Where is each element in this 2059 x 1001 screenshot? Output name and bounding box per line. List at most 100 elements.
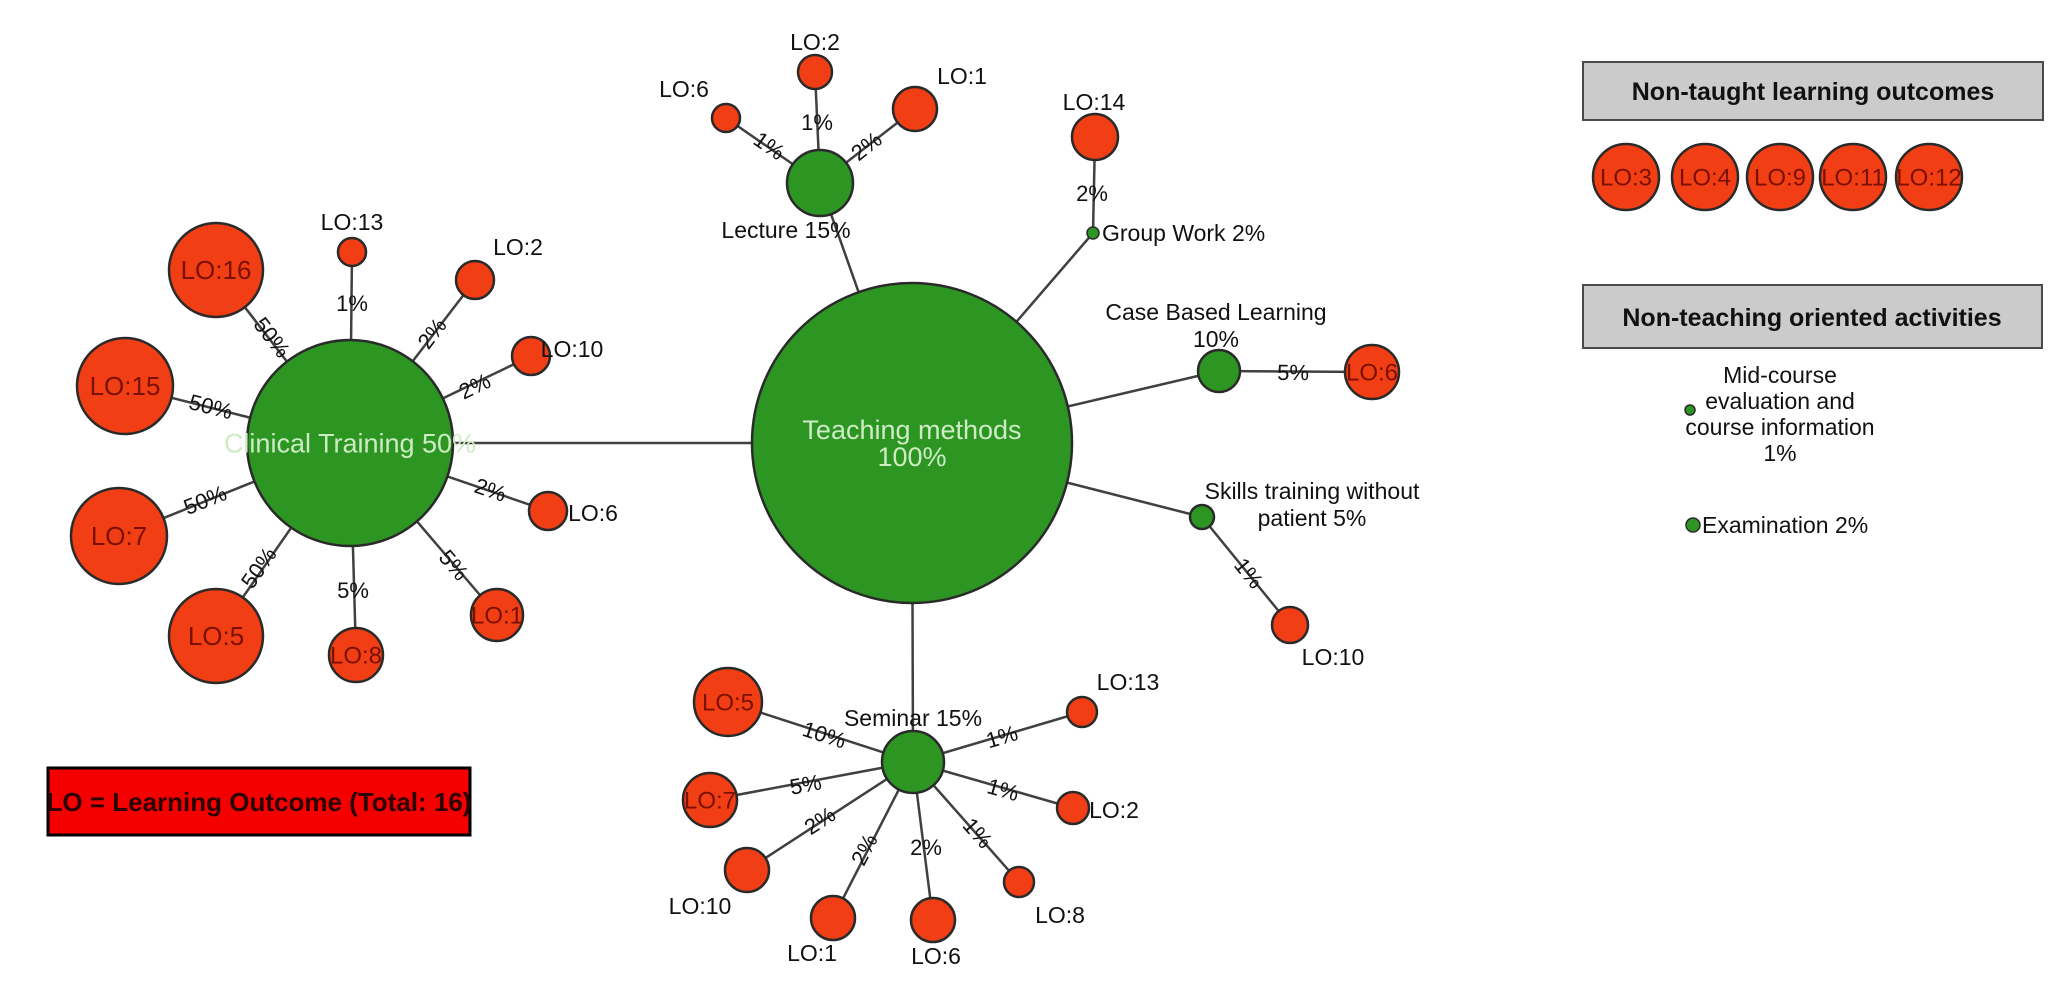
edge-weight-clinical-cl_lo13: 1% <box>336 291 368 316</box>
cl_lo1-label: LO:1 <box>471 602 523 629</box>
lec_lo2-circle <box>796 53 834 91</box>
edge-weight-groupwork-gw_lo14: 2% <box>1076 181 1108 206</box>
edge-weight-seminar-sem_lo7: 5% <box>788 769 824 799</box>
lec_lo2-label: LO:2 <box>790 29 840 55</box>
sk_lo10-label: LO:10 <box>1302 644 1365 670</box>
exam_dot-circle <box>1685 517 1701 533</box>
edge-weight-clinical-cl_lo10: 2% <box>455 368 494 404</box>
lec_lo6-circle <box>710 102 742 134</box>
edge-weight-seminar-sem_lo10: 2% <box>800 802 840 840</box>
non-taught-header-box <box>1582 61 2044 121</box>
cbl-circle <box>1196 348 1242 394</box>
cl_lo5-label: LO:5 <box>188 621 244 651</box>
edge-weight-seminar-sem_lo6: 2% <box>910 835 942 860</box>
edge-weight-clinical-cl_lo8: 5% <box>337 578 369 603</box>
sem_lo10-label: LO:10 <box>669 893 732 919</box>
non-teaching-header-box <box>1582 284 2043 349</box>
sem_lo8-label: LO:8 <box>1035 902 1085 928</box>
nt_lo12-circle <box>1894 142 1964 212</box>
sem_lo7-circle <box>681 771 739 829</box>
cl_lo13-circle <box>336 236 368 268</box>
legend-box <box>46 766 472 837</box>
midcourse-label: 1% <box>1763 440 1796 466</box>
cl_lo8-circle <box>327 626 385 684</box>
nt_lo9-label: LO:9 <box>1754 164 1806 191</box>
cl_lo10-circle <box>510 335 552 377</box>
teaching-circle <box>750 281 1074 605</box>
nt_lo11-label: LO:11 <box>1821 164 1885 191</box>
cl_lo10-label: LO:10 <box>541 336 604 362</box>
sem_lo1-circle <box>809 894 857 942</box>
legend-label: LO = Learning Outcome (Total: 16) <box>47 787 472 817</box>
non-taught-header-label: Non-taught learning outcomes <box>1632 78 1995 106</box>
edge-weight-seminar-sem_lo2: 1% <box>984 773 1021 806</box>
edge-weight-clinical-cl_lo6: 2% <box>471 473 509 507</box>
exam_dot-label: Examination 2% <box>1702 512 1868 538</box>
edge-weight-seminar-sem_lo1: 2% <box>846 830 883 870</box>
sem_lo10-circle <box>723 846 771 894</box>
cbl-label: Case Based Learning <box>1105 299 1326 325</box>
cbl-label: 10% <box>1193 326 1239 352</box>
sem_lo2-label: LO:2 <box>1089 797 1139 823</box>
cl_lo15-label: LO:15 <box>90 371 161 401</box>
edge-seminar-sem_lo7 <box>709 760 914 802</box>
cl_lo7-label: LO:7 <box>91 521 147 551</box>
sem_lo5-circle <box>692 666 764 738</box>
nodes-layer <box>69 53 1964 944</box>
cl_lo15-circle <box>75 336 175 436</box>
cl_lo5-circle <box>167 587 265 685</box>
sem_lo1-label: LO:1 <box>787 940 837 966</box>
lec_lo1-label: LO:1 <box>937 63 987 89</box>
teaching-label: 100% <box>877 442 946 472</box>
sem_lo6-circle <box>909 896 957 944</box>
cbl_lo6-circle <box>1343 343 1401 401</box>
midcourse_dot-circle <box>1684 404 1696 416</box>
cl_lo7-circle <box>69 486 169 586</box>
sem_lo7-label: LO:7 <box>684 787 736 814</box>
lecture-circle <box>785 148 855 218</box>
cl_lo13-label: LO:13 <box>321 209 384 235</box>
groupwork-label: Group Work 2% <box>1102 220 1265 246</box>
nt_lo4-label: LO:4 <box>1679 164 1731 191</box>
cl_lo2-circle <box>454 259 496 301</box>
cl_lo16-circle <box>167 221 265 319</box>
edge-weight-cbl-cbl_lo6: 5% <box>1277 360 1309 385</box>
cl_lo2-label: LO:2 <box>493 234 543 260</box>
edge-skills-sk_lo10 <box>1201 516 1291 626</box>
nt_lo12-label: LO:12 <box>1896 164 1961 191</box>
cl_lo16-label: LO:16 <box>181 255 252 285</box>
clinical-label: Clinical Training 50% <box>224 428 476 458</box>
edge-weight-clinical-cl_lo7: 50% <box>180 480 230 520</box>
edge-weight-lecture-lec_lo6: 1% <box>749 127 789 166</box>
cl_lo8-label: LO:8 <box>330 642 382 669</box>
edge-weight-lecture-lec_lo1: 2% <box>846 126 886 165</box>
non-teaching-header-label: Non-teaching oriented activities <box>1622 304 2001 332</box>
cl_lo1-circle <box>469 587 525 643</box>
nt_lo9-circle <box>1745 142 1815 212</box>
nt_lo4-circle <box>1670 142 1740 212</box>
midcourse-label: evaluation and <box>1705 388 1855 414</box>
midcourse-label: course information <box>1685 414 1874 440</box>
skills-label: patient 5% <box>1258 505 1367 531</box>
clinical-circle <box>245 338 455 548</box>
gw_lo14-circle <box>1070 112 1120 162</box>
skills-label: Skills training without <box>1205 478 1420 504</box>
teaching-label: Teaching methods <box>802 415 1021 445</box>
edge-weight-seminar-sem_lo13: 1% <box>983 720 1021 753</box>
sk_lo10-circle <box>1270 605 1310 645</box>
lec_lo6-label: LO:6 <box>659 76 709 102</box>
groupwork-circle <box>1086 226 1100 240</box>
lec_lo1-circle <box>891 85 939 133</box>
sem_lo6-label: LO:6 <box>911 943 961 969</box>
sem_lo13-circle <box>1065 695 1099 729</box>
skills-circle <box>1188 503 1216 531</box>
lecture-label: Lecture 15% <box>721 217 850 243</box>
edge-weight-clinical-cl_lo15: 50% <box>186 389 235 424</box>
gw_lo14-label: LO:14 <box>1063 89 1126 115</box>
nt_lo11-circle <box>1818 142 1888 212</box>
midcourse-label: Mid-course <box>1723 362 1837 388</box>
nt_lo3-circle <box>1591 142 1661 212</box>
